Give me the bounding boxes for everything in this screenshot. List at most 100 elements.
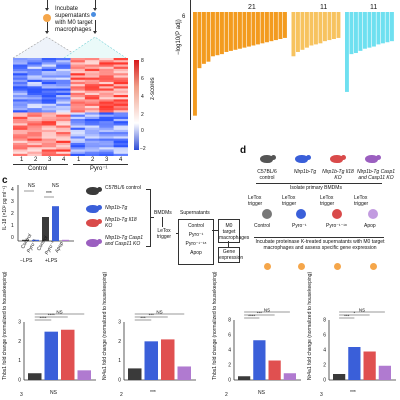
heatmap-cell bbox=[70, 84, 86, 87]
heatmap-cell bbox=[84, 125, 100, 128]
heatmap-cell bbox=[99, 92, 114, 96]
heatmap-cell bbox=[84, 134, 100, 137]
heatmap-cell bbox=[41, 73, 57, 76]
heatmap-cell bbox=[70, 73, 86, 76]
y-axis-label: IL-18 (×10² pg ml⁻¹) bbox=[2, 185, 8, 230]
heatmap-cell bbox=[70, 68, 86, 72]
enrichment-bar bbox=[269, 12, 274, 42]
heatmap-cell bbox=[84, 145, 100, 148]
heatmap-cell bbox=[41, 71, 57, 74]
heatmap-cell bbox=[56, 95, 71, 98]
heatmap-cell bbox=[13, 136, 28, 139]
heatmap-cell bbox=[70, 88, 86, 91]
heatmap-cell bbox=[13, 123, 28, 126]
heatmap-cell bbox=[84, 136, 100, 139]
connector bbox=[150, 217, 154, 218]
heatmap-cell bbox=[99, 68, 114, 72]
letox-label: LeTox trigger bbox=[248, 195, 263, 207]
sig-label: NS bbox=[264, 308, 270, 313]
heatmap-cell bbox=[84, 151, 100, 155]
y-tick: 2 bbox=[228, 363, 231, 369]
heatmap-cell bbox=[56, 84, 71, 87]
mouse-label: Nlrp1b-Tg Casp1 and Casp11 KO bbox=[356, 169, 396, 181]
heatmap-cell bbox=[13, 75, 28, 78]
y-tick: 0 bbox=[118, 378, 121, 384]
heatmap-cell bbox=[13, 121, 28, 124]
heatmap-cell bbox=[41, 66, 57, 70]
supernatant-item: Control bbox=[187, 223, 205, 229]
heatmap-cell bbox=[27, 68, 43, 72]
heatmap-cell bbox=[84, 129, 100, 133]
enrichment-bar bbox=[247, 12, 251, 47]
arrow bbox=[95, 0, 96, 8]
col-number: 2 bbox=[34, 157, 38, 163]
enrichment-bar bbox=[323, 12, 327, 42]
col-number: 4 bbox=[62, 157, 66, 163]
heatmap-cell bbox=[13, 58, 28, 61]
letox-label: LeTox trigger bbox=[354, 195, 369, 207]
mouse-icon bbox=[365, 155, 381, 163]
y-tick: 3 bbox=[20, 392, 23, 398]
heatmap-cell bbox=[56, 101, 71, 105]
heatmap-cell bbox=[84, 153, 100, 156]
fold-change-bar bbox=[61, 329, 75, 380]
heatmap-cell bbox=[27, 64, 43, 68]
heatmap-cell bbox=[113, 73, 128, 76]
heatmap-cell bbox=[84, 105, 100, 109]
heatmap-cell bbox=[113, 136, 128, 139]
heatmap-cell bbox=[27, 81, 43, 85]
heatmap-cell bbox=[13, 97, 28, 100]
heatmap-cell bbox=[27, 73, 43, 76]
y-tick: 6 bbox=[182, 14, 186, 20]
heatmap-cell bbox=[27, 88, 43, 91]
sig-label: NS bbox=[359, 308, 365, 313]
heatmap-cell bbox=[27, 110, 43, 113]
y-tick: 0 bbox=[18, 378, 21, 384]
heatmap-cell bbox=[13, 66, 28, 70]
heatmap-cell bbox=[113, 121, 128, 124]
heatmap-cell bbox=[13, 68, 28, 72]
heatmap-cell bbox=[13, 145, 28, 148]
y-tick: 2 bbox=[323, 363, 326, 369]
heatmap-cell bbox=[70, 147, 86, 150]
heatmap-cell bbox=[27, 153, 43, 156]
letox-label: LeTox trigger bbox=[320, 195, 335, 207]
heatmap-cell bbox=[27, 147, 43, 150]
heatmap-cell bbox=[113, 62, 128, 65]
heatmap-cell bbox=[99, 103, 114, 107]
mouse-icon bbox=[86, 239, 102, 247]
enrichment-bar bbox=[354, 12, 358, 54]
y-axis-label: Thbs1 fold change (normalized to houseke… bbox=[212, 271, 218, 380]
supernatants-box: Control Pyro⁻¹ Pyro⁻¹⁻¹⁸ Apop bbox=[178, 219, 214, 265]
arrow bbox=[95, 20, 96, 32]
heatmap-cell bbox=[70, 97, 86, 100]
heatmap-cell bbox=[99, 58, 114, 61]
heatmap-cell bbox=[56, 149, 71, 152]
enrichment-bar bbox=[202, 12, 206, 64]
incubate-label: Incubate proteinase K-treated supernatan… bbox=[255, 239, 385, 251]
y-tick: 3 bbox=[118, 320, 121, 326]
heatmap-cell bbox=[56, 86, 71, 89]
heatmap-cell bbox=[56, 90, 71, 94]
fold-change-bar bbox=[238, 376, 251, 380]
y-axis-label: −log10(P adj) bbox=[176, 19, 182, 55]
col-number: 1 bbox=[77, 157, 81, 163]
panel-a: Incubate supernatants with M0 target mac… bbox=[0, 0, 170, 172]
heatmap-cell bbox=[113, 58, 128, 61]
heatmap-cell bbox=[70, 99, 86, 102]
heatmap-cell bbox=[84, 71, 100, 74]
heatmap-cell bbox=[70, 81, 86, 85]
supernatant-item: Pyro⁻¹⁻¹⁸ bbox=[185, 241, 207, 247]
heatmap-cell bbox=[99, 118, 114, 122]
panel-letter: c bbox=[2, 175, 8, 186]
enrichment-bar bbox=[358, 12, 363, 51]
enrichment-bar bbox=[345, 12, 349, 92]
enrichment-bar bbox=[376, 12, 381, 45]
heatmap-cell bbox=[41, 81, 57, 85]
heatmap-cell bbox=[41, 121, 57, 124]
heatmap-cell bbox=[99, 77, 114, 81]
heatmap-cell bbox=[70, 132, 86, 135]
heatmap-cell bbox=[113, 134, 128, 137]
sig-stars: *** bbox=[46, 191, 52, 197]
heatmap-cell bbox=[56, 147, 71, 150]
